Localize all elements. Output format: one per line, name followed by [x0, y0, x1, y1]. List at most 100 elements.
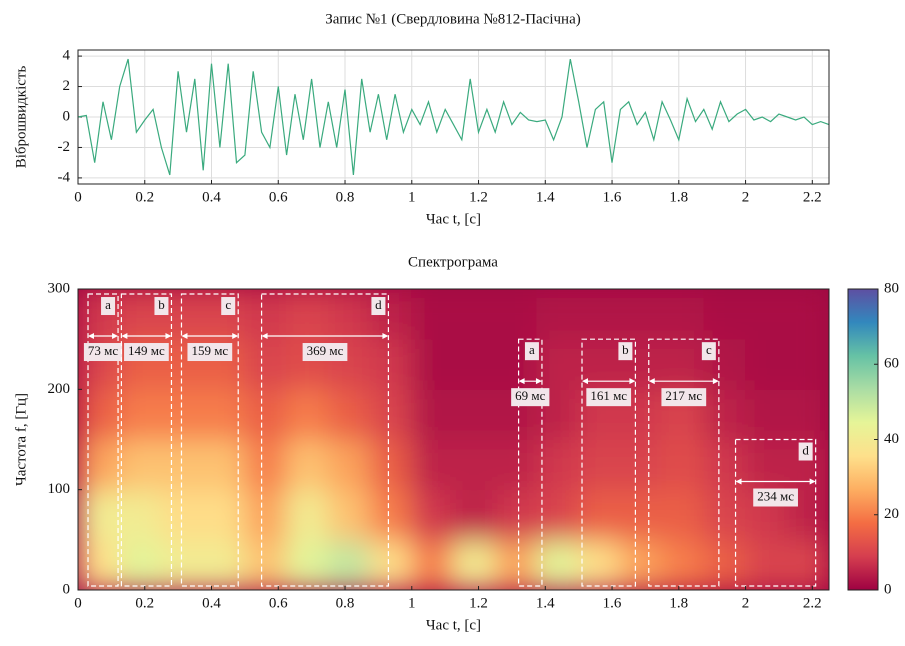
heatmap-cell: [78, 439, 121, 491]
heatmap-cell: [286, 439, 329, 491]
heatmap-cell: [536, 489, 580, 541]
heatmap-cell: [411, 388, 454, 440]
arrow-head: [181, 333, 239, 340]
chart-title: Запис №1 (Свердловина №812-Пасічна): [325, 11, 580, 27]
colorbar-tick-label: 40: [884, 431, 899, 447]
heatmap-cell: [202, 388, 246, 440]
y-tick-label: 200: [48, 381, 71, 397]
x-tick-label: 0.4: [202, 189, 221, 205]
heatmap-cell: [286, 539, 329, 590]
y-tick-label: 0: [63, 108, 71, 124]
region-letter-bg: [371, 297, 386, 316]
heatmap-cell: [369, 338, 413, 390]
region-letter: a: [105, 297, 111, 312]
heatmap-cell: [619, 439, 663, 491]
arrow-head: [121, 333, 172, 340]
region-letter-bg: [154, 297, 169, 316]
heatmap-cell: [327, 388, 371, 440]
heatmap-cell: [619, 539, 663, 590]
x-tick-label: 1.6: [603, 595, 622, 611]
heatmap-cell: [202, 539, 246, 590]
duration-label: 161 мс: [590, 388, 627, 403]
heatmap-cell: [453, 338, 496, 390]
x-tick-label: 2.2: [803, 595, 822, 611]
duration-label-bg: [586, 388, 632, 407]
heatmap-cell: [745, 539, 788, 590]
heatmap-cell: [619, 489, 663, 541]
heatmap-cell: [494, 489, 538, 541]
heatmap-cell: [578, 439, 621, 491]
heatmap-cell: [786, 338, 829, 390]
duration-label-bg: [187, 343, 233, 362]
heatmap-cell: [78, 388, 121, 440]
heatmap-cell: [453, 388, 496, 440]
duration-label-bg: [511, 388, 550, 407]
x-tick-label: 1: [408, 595, 416, 611]
heatmap-cell: [369, 539, 413, 590]
x-axis-label: Час t, [с]: [426, 211, 481, 227]
heatmap-cell: [745, 439, 788, 491]
heatmap-cell: [78, 489, 121, 541]
duration-label: 149 мс: [128, 343, 165, 358]
heatmap-cell: [661, 439, 705, 491]
duration-label-bg: [302, 343, 348, 362]
heatmap-cell: [661, 489, 705, 541]
heatmap-cell: [327, 439, 371, 491]
colorbar-tick-label: 0: [884, 581, 892, 597]
heatmap-cell: [703, 289, 747, 340]
duration-label: 73 мс: [88, 343, 118, 358]
heatmap-cell: [286, 388, 329, 440]
heatmap-cell: [494, 289, 538, 340]
y-tick-label: -2: [58, 139, 71, 155]
duration-label: 234 мс: [757, 488, 794, 503]
heatmap-cell: [745, 289, 788, 340]
region-letter: d: [375, 297, 382, 312]
arrow-head: [518, 378, 542, 385]
region-box: [648, 338, 720, 587]
heatmap-cell: [119, 388, 162, 440]
heatmap-cell: [369, 388, 413, 440]
heatmap-cell: [411, 489, 454, 541]
heatmap-cell: [327, 539, 371, 590]
y-tick-label: -4: [58, 169, 71, 185]
y-tick-label: 0: [63, 581, 71, 597]
heatmap-cell: [578, 289, 621, 340]
plot-frame: [77, 49, 830, 185]
x-tick-label: 0.4: [202, 595, 221, 611]
heatmap-cell: [119, 539, 162, 590]
heatmap-cell: [119, 439, 162, 491]
heatmap-cell: [578, 489, 621, 541]
heatmap-cell: [786, 289, 829, 340]
duration-label-bg: [124, 343, 169, 362]
heatmap-cell: [244, 539, 288, 590]
x-tick-label: 2.2: [803, 189, 822, 205]
heatmap-cell: [453, 439, 496, 491]
duration-label: 369 мс: [307, 343, 344, 358]
region-box: [87, 293, 119, 587]
region-letter: b: [158, 297, 165, 312]
heatmap-clip: [78, 289, 829, 590]
heatmap-cell: [786, 388, 829, 440]
region-letter-bg: [798, 442, 813, 461]
heatmap-cell: [661, 338, 705, 390]
heatmap-cell: [327, 489, 371, 541]
heatmap-cell: [661, 539, 705, 590]
x-tick-label: 0.2: [135, 595, 154, 611]
heatmap-cell: [411, 289, 454, 340]
region-letter: a: [529, 342, 535, 357]
x-tick-label: 2: [742, 189, 750, 205]
region-letter-bg: [701, 342, 716, 361]
y-tick-label: 100: [48, 481, 71, 497]
heatmap-cell: [160, 388, 204, 440]
duration-label: 159 мс: [191, 343, 228, 358]
heatmap-cell: [536, 439, 580, 491]
heatmap-cell: [327, 289, 371, 340]
plot-frame: [77, 288, 830, 591]
heatmap-cell: [494, 539, 538, 590]
heatmap-cell: [536, 539, 580, 590]
region-letter-bg: [618, 342, 633, 361]
heatmap-cell: [202, 439, 246, 491]
heatmap-cell: [619, 289, 663, 340]
x-tick-label: 1.4: [536, 189, 555, 205]
x-tick-label: 2: [742, 595, 750, 611]
